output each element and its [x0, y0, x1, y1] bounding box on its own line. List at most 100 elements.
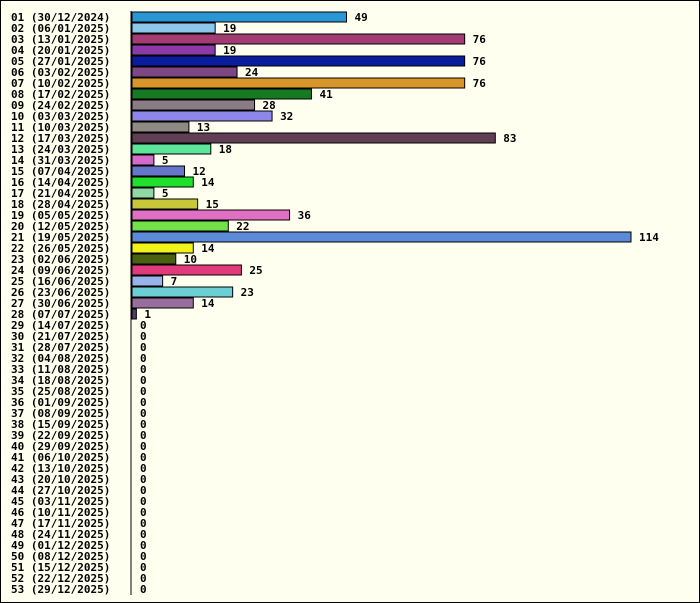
data-label: 0 — [140, 374, 147, 387]
bar — [131, 209, 291, 221]
data-label: 10 — [184, 253, 197, 266]
bar — [131, 66, 238, 78]
category-label: 48 (24/11/2025) — [11, 528, 110, 541]
data-label: 28 — [263, 99, 276, 112]
bar — [131, 132, 496, 144]
data-label: 0 — [140, 396, 147, 409]
category-label: 20 (12/05/2025) — [11, 220, 110, 233]
data-label: 41 — [319, 88, 333, 101]
category-label: 53 (29/12/2025) — [11, 583, 110, 596]
bar — [131, 11, 347, 23]
data-label: 36 — [298, 209, 312, 222]
data-label: 0 — [140, 407, 147, 420]
bar — [131, 44, 216, 56]
category-label: 13 (24/03/2025) — [11, 143, 110, 156]
data-label: 0 — [140, 319, 147, 332]
bar — [131, 165, 186, 177]
category-label: 15 (07/04/2025) — [11, 165, 110, 178]
data-label: 0 — [140, 440, 147, 453]
data-label: 76 — [473, 33, 487, 46]
data-label: 83 — [503, 132, 516, 145]
data-label: 22 — [236, 220, 249, 233]
bar — [131, 231, 632, 243]
bar — [131, 286, 234, 298]
data-label: 0 — [140, 572, 147, 585]
category-label: 27 (30/06/2025) — [11, 297, 110, 310]
category-label: 29 (14/07/2025) — [11, 319, 110, 332]
bar — [131, 88, 312, 100]
category-label: 35 (25/08/2025) — [11, 385, 110, 398]
data-label: 0 — [140, 583, 147, 596]
category-label: 32 (04/08/2025) — [11, 352, 110, 365]
data-label: 0 — [140, 550, 147, 563]
category-label: 08 (17/02/2025) — [11, 88, 110, 101]
category-label: 11 (10/03/2025) — [11, 121, 110, 134]
category-label: 47 (17/11/2025) — [11, 517, 110, 530]
bar — [131, 176, 194, 188]
data-label: 5 — [162, 154, 169, 167]
data-label: 32 — [280, 110, 293, 123]
category-label: 36 (01/09/2025) — [11, 396, 110, 409]
category-label: 06 (03/02/2025) — [11, 66, 110, 79]
data-label: 0 — [140, 418, 147, 431]
category-label: 07 (10/02/2025) — [11, 77, 110, 90]
data-label: 12 — [193, 165, 206, 178]
category-label: 12 (17/03/2025) — [11, 132, 110, 145]
category-label: 45 (03/11/2025) — [11, 495, 110, 508]
category-label: 46 (10/11/2025) — [11, 506, 110, 519]
bar — [131, 99, 256, 111]
bar — [131, 220, 229, 232]
data-label: 0 — [140, 517, 147, 530]
category-label: 25 (16/06/2025) — [11, 275, 110, 288]
data-label: 14 — [201, 176, 215, 189]
category-label: 44 (27/10/2025) — [11, 484, 110, 497]
bar — [131, 242, 194, 254]
category-label: 04 (20/01/2025) — [11, 44, 110, 57]
data-label: 19 — [223, 22, 236, 35]
category-label: 52 (22/12/2025) — [11, 572, 110, 585]
category-label: 41 (06/10/2025) — [11, 451, 110, 464]
data-label: 0 — [140, 341, 147, 354]
category-label: 16 (14/04/2025) — [11, 176, 110, 189]
data-label: 0 — [140, 495, 147, 508]
category-label: 10 (03/03/2025) — [11, 110, 110, 123]
bar — [131, 275, 164, 287]
data-label: 0 — [140, 539, 147, 552]
data-label: 24 — [245, 66, 259, 79]
data-label: 0 — [140, 385, 147, 398]
data-label: 0 — [140, 429, 147, 442]
category-label: 09 (24/02/2025) — [11, 99, 110, 112]
category-label: 38 (15/09/2025) — [11, 418, 110, 431]
category-label: 49 (01/12/2025) — [11, 539, 110, 552]
bar — [131, 121, 190, 133]
data-label: 1 — [144, 308, 151, 321]
category-label: 28 (07/07/2025) — [11, 308, 110, 321]
category-label: 22 (26/05/2025) — [11, 242, 110, 255]
data-label: 19 — [223, 44, 236, 57]
category-label: 26 (23/06/2025) — [11, 286, 110, 299]
category-label: 42 (13/10/2025) — [11, 462, 110, 475]
data-label: 0 — [140, 363, 147, 376]
category-labels: 01 (30/12/2024)02 (06/01/2025)03 (13/01/… — [11, 11, 110, 596]
bar — [131, 297, 194, 309]
data-label: 25 — [249, 264, 262, 277]
category-label: 40 (29/09/2025) — [11, 440, 110, 453]
category-label: 31 (28/07/2025) — [11, 341, 110, 354]
category-label: 30 (21/07/2025) — [11, 330, 110, 343]
category-label: 01 (30/12/2024) — [11, 11, 110, 24]
data-label: 0 — [140, 473, 147, 486]
bar — [131, 22, 216, 34]
category-label: 19 (05/05/2025) — [11, 209, 110, 222]
data-label: 7 — [171, 275, 178, 288]
data-label: 18 — [219, 143, 232, 156]
bar — [131, 154, 155, 166]
category-label: 21 (19/05/2025) — [11, 231, 110, 244]
category-label: 43 (20/10/2025) — [11, 473, 110, 486]
data-label: 0 — [140, 506, 147, 519]
data-label: 0 — [140, 462, 147, 475]
value-labels: 4919761976247641283213831851214515362211… — [140, 11, 659, 596]
category-label: 23 (02/06/2025) — [11, 253, 110, 266]
data-label: 0 — [140, 528, 147, 541]
data-label: 49 — [354, 11, 367, 24]
